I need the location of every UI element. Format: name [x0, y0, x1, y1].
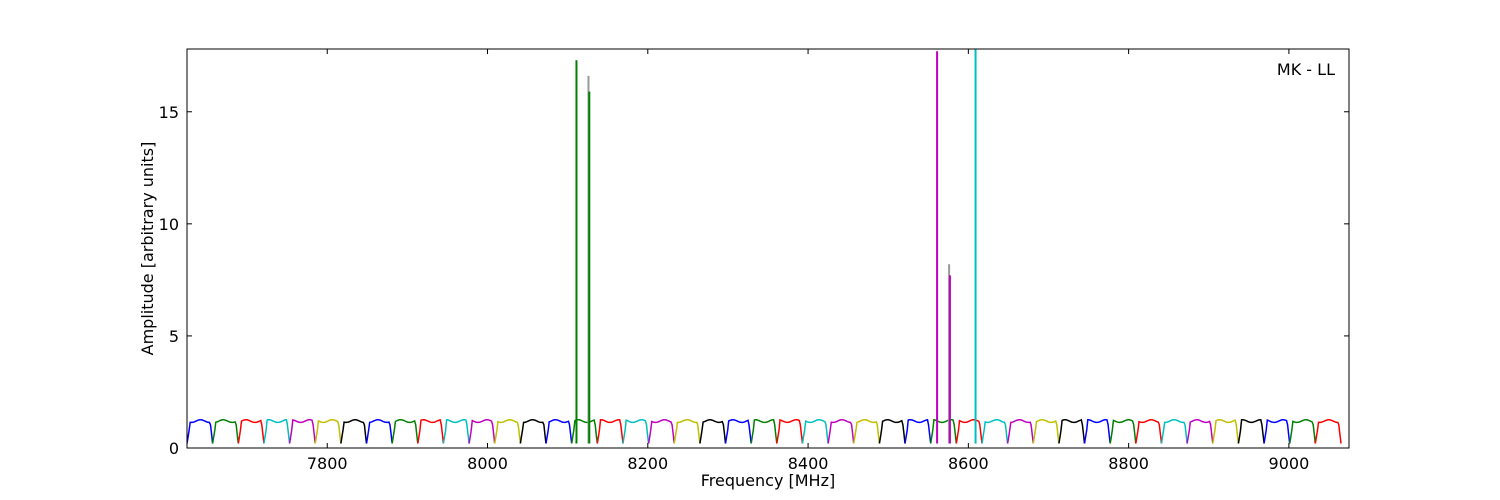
y-tick-label: 5	[169, 327, 179, 346]
channel-curve	[1212, 419, 1240, 444]
channel-curve	[827, 419, 855, 444]
channel-curve	[1160, 419, 1188, 444]
series-layer	[187, 418, 1342, 444]
channel-curve	[1135, 419, 1163, 444]
x-tick-label: 9000	[1269, 454, 1310, 473]
channel-curve	[776, 419, 804, 444]
channel-curve	[647, 419, 675, 444]
channel-curve	[1006, 419, 1035, 444]
channel-curve	[340, 419, 368, 444]
channel-curve	[1288, 419, 1317, 444]
channel-curve	[237, 419, 265, 444]
channel-curve	[1263, 419, 1291, 444]
y-tick-label: 15	[159, 103, 179, 122]
channel-curve	[724, 419, 752, 444]
channel-curve	[187, 419, 214, 444]
channel-curve	[314, 419, 342, 444]
channel-curve	[1109, 419, 1137, 444]
x-tick-label: 7800	[307, 454, 348, 473]
channel-curve	[263, 418, 291, 444]
x-axis: 7800 8000 8200 8400 8600 8800 9000	[307, 49, 1309, 473]
baseline-annotation: MK - LL	[1277, 60, 1335, 79]
x-tick-label: 8000	[467, 454, 508, 473]
channel-curve	[1083, 419, 1111, 444]
channel-curve	[904, 418, 932, 444]
channel-curve	[211, 419, 240, 444]
y-axis: 0 5 10 15	[159, 103, 1349, 458]
spike-layer	[575, 49, 977, 444]
channel-curve	[596, 419, 624, 444]
channel-curve	[493, 419, 522, 444]
channel-curve	[929, 418, 958, 444]
y-axis-label: Amplitude [arbitrary units]	[138, 142, 157, 356]
x-tick-label: 8800	[1108, 454, 1149, 473]
channel-curve	[673, 419, 701, 444]
channel-curve	[1058, 418, 1086, 444]
channel-curve	[1186, 419, 1214, 444]
x-tick-label: 8600	[948, 454, 989, 473]
channel-curve	[1237, 419, 1265, 444]
x-axis-label: Frequency [MHz]	[701, 471, 835, 490]
channel-curve	[391, 419, 419, 444]
channel-curve	[1314, 419, 1342, 444]
channel-curve	[955, 419, 983, 444]
channel-curve	[288, 418, 316, 444]
channel-curve	[519, 419, 547, 444]
plot-frame	[186, 48, 1350, 449]
channel-curve	[365, 419, 393, 444]
y-tick-label: 10	[159, 215, 179, 234]
channel-curve	[468, 419, 496, 444]
channel-curve	[417, 419, 445, 444]
x-tick-label: 8400	[788, 454, 829, 473]
x-tick-label: 8200	[627, 454, 668, 473]
channel-curve	[852, 419, 881, 444]
channel-curve	[442, 418, 470, 444]
channel-curve	[545, 419, 573, 444]
channel-curve	[699, 419, 727, 444]
channel-curve	[622, 419, 650, 444]
channel-curve	[801, 419, 829, 444]
y-tick-label: 0	[169, 439, 179, 458]
channel-curve	[1032, 419, 1060, 444]
channel-curve	[878, 419, 906, 444]
channel-curve	[981, 419, 1009, 444]
channel-curve	[750, 419, 778, 444]
